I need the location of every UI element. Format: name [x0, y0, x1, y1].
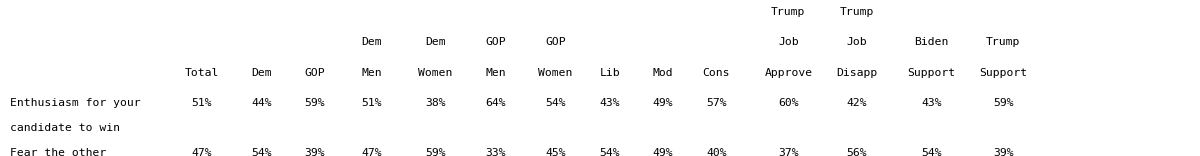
- Text: 59%: 59%: [992, 98, 1014, 108]
- Text: Biden: Biden: [914, 37, 948, 47]
- Text: 42%: 42%: [846, 98, 868, 108]
- Text: 59%: 59%: [425, 148, 446, 156]
- Text: 56%: 56%: [846, 148, 868, 156]
- Text: 57%: 57%: [706, 98, 727, 108]
- Text: Trump: Trump: [840, 7, 874, 17]
- Text: Women: Women: [539, 68, 572, 78]
- Text: Dem: Dem: [425, 37, 446, 47]
- Text: 64%: 64%: [485, 98, 506, 108]
- Text: Men: Men: [361, 68, 383, 78]
- Text: 60%: 60%: [778, 98, 799, 108]
- Text: 39%: 39%: [304, 148, 325, 156]
- Text: Enthusiasm for your: Enthusiasm for your: [10, 98, 140, 108]
- Text: 43%: 43%: [599, 98, 620, 108]
- Text: Dem: Dem: [251, 68, 272, 78]
- Text: Job: Job: [846, 37, 868, 47]
- Text: 47%: 47%: [361, 148, 383, 156]
- Text: GOP: GOP: [545, 37, 566, 47]
- Text: 49%: 49%: [652, 148, 673, 156]
- Text: Job: Job: [778, 37, 799, 47]
- Text: 51%: 51%: [191, 98, 212, 108]
- Text: 49%: 49%: [652, 98, 673, 108]
- Text: 44%: 44%: [251, 98, 272, 108]
- Text: 54%: 54%: [251, 148, 272, 156]
- Text: Fear the other: Fear the other: [10, 148, 106, 156]
- Text: Men: Men: [485, 68, 506, 78]
- Text: Disapp: Disapp: [836, 68, 877, 78]
- Text: Support: Support: [979, 68, 1027, 78]
- Text: Mod: Mod: [652, 68, 673, 78]
- Text: 39%: 39%: [992, 148, 1014, 156]
- Text: 37%: 37%: [778, 148, 799, 156]
- Text: GOP: GOP: [304, 68, 325, 78]
- Text: Support: Support: [907, 68, 955, 78]
- Text: Lib: Lib: [599, 68, 620, 78]
- Text: Total: Total: [185, 68, 218, 78]
- Text: 33%: 33%: [485, 148, 506, 156]
- Text: 54%: 54%: [599, 148, 620, 156]
- Text: 38%: 38%: [425, 98, 446, 108]
- Text: Trump: Trump: [986, 37, 1020, 47]
- Text: Dem: Dem: [361, 37, 383, 47]
- Text: Cons: Cons: [703, 68, 730, 78]
- Text: 51%: 51%: [361, 98, 383, 108]
- Text: Trump: Trump: [772, 7, 805, 17]
- Text: 59%: 59%: [304, 98, 325, 108]
- Text: 45%: 45%: [545, 148, 566, 156]
- Text: 54%: 54%: [920, 148, 942, 156]
- Text: 40%: 40%: [706, 148, 727, 156]
- Text: 47%: 47%: [191, 148, 212, 156]
- Text: Women: Women: [419, 68, 452, 78]
- Text: GOP: GOP: [485, 37, 506, 47]
- Text: 54%: 54%: [545, 98, 566, 108]
- Text: Approve: Approve: [764, 68, 812, 78]
- Text: candidate to win: candidate to win: [10, 123, 120, 133]
- Text: 43%: 43%: [920, 98, 942, 108]
